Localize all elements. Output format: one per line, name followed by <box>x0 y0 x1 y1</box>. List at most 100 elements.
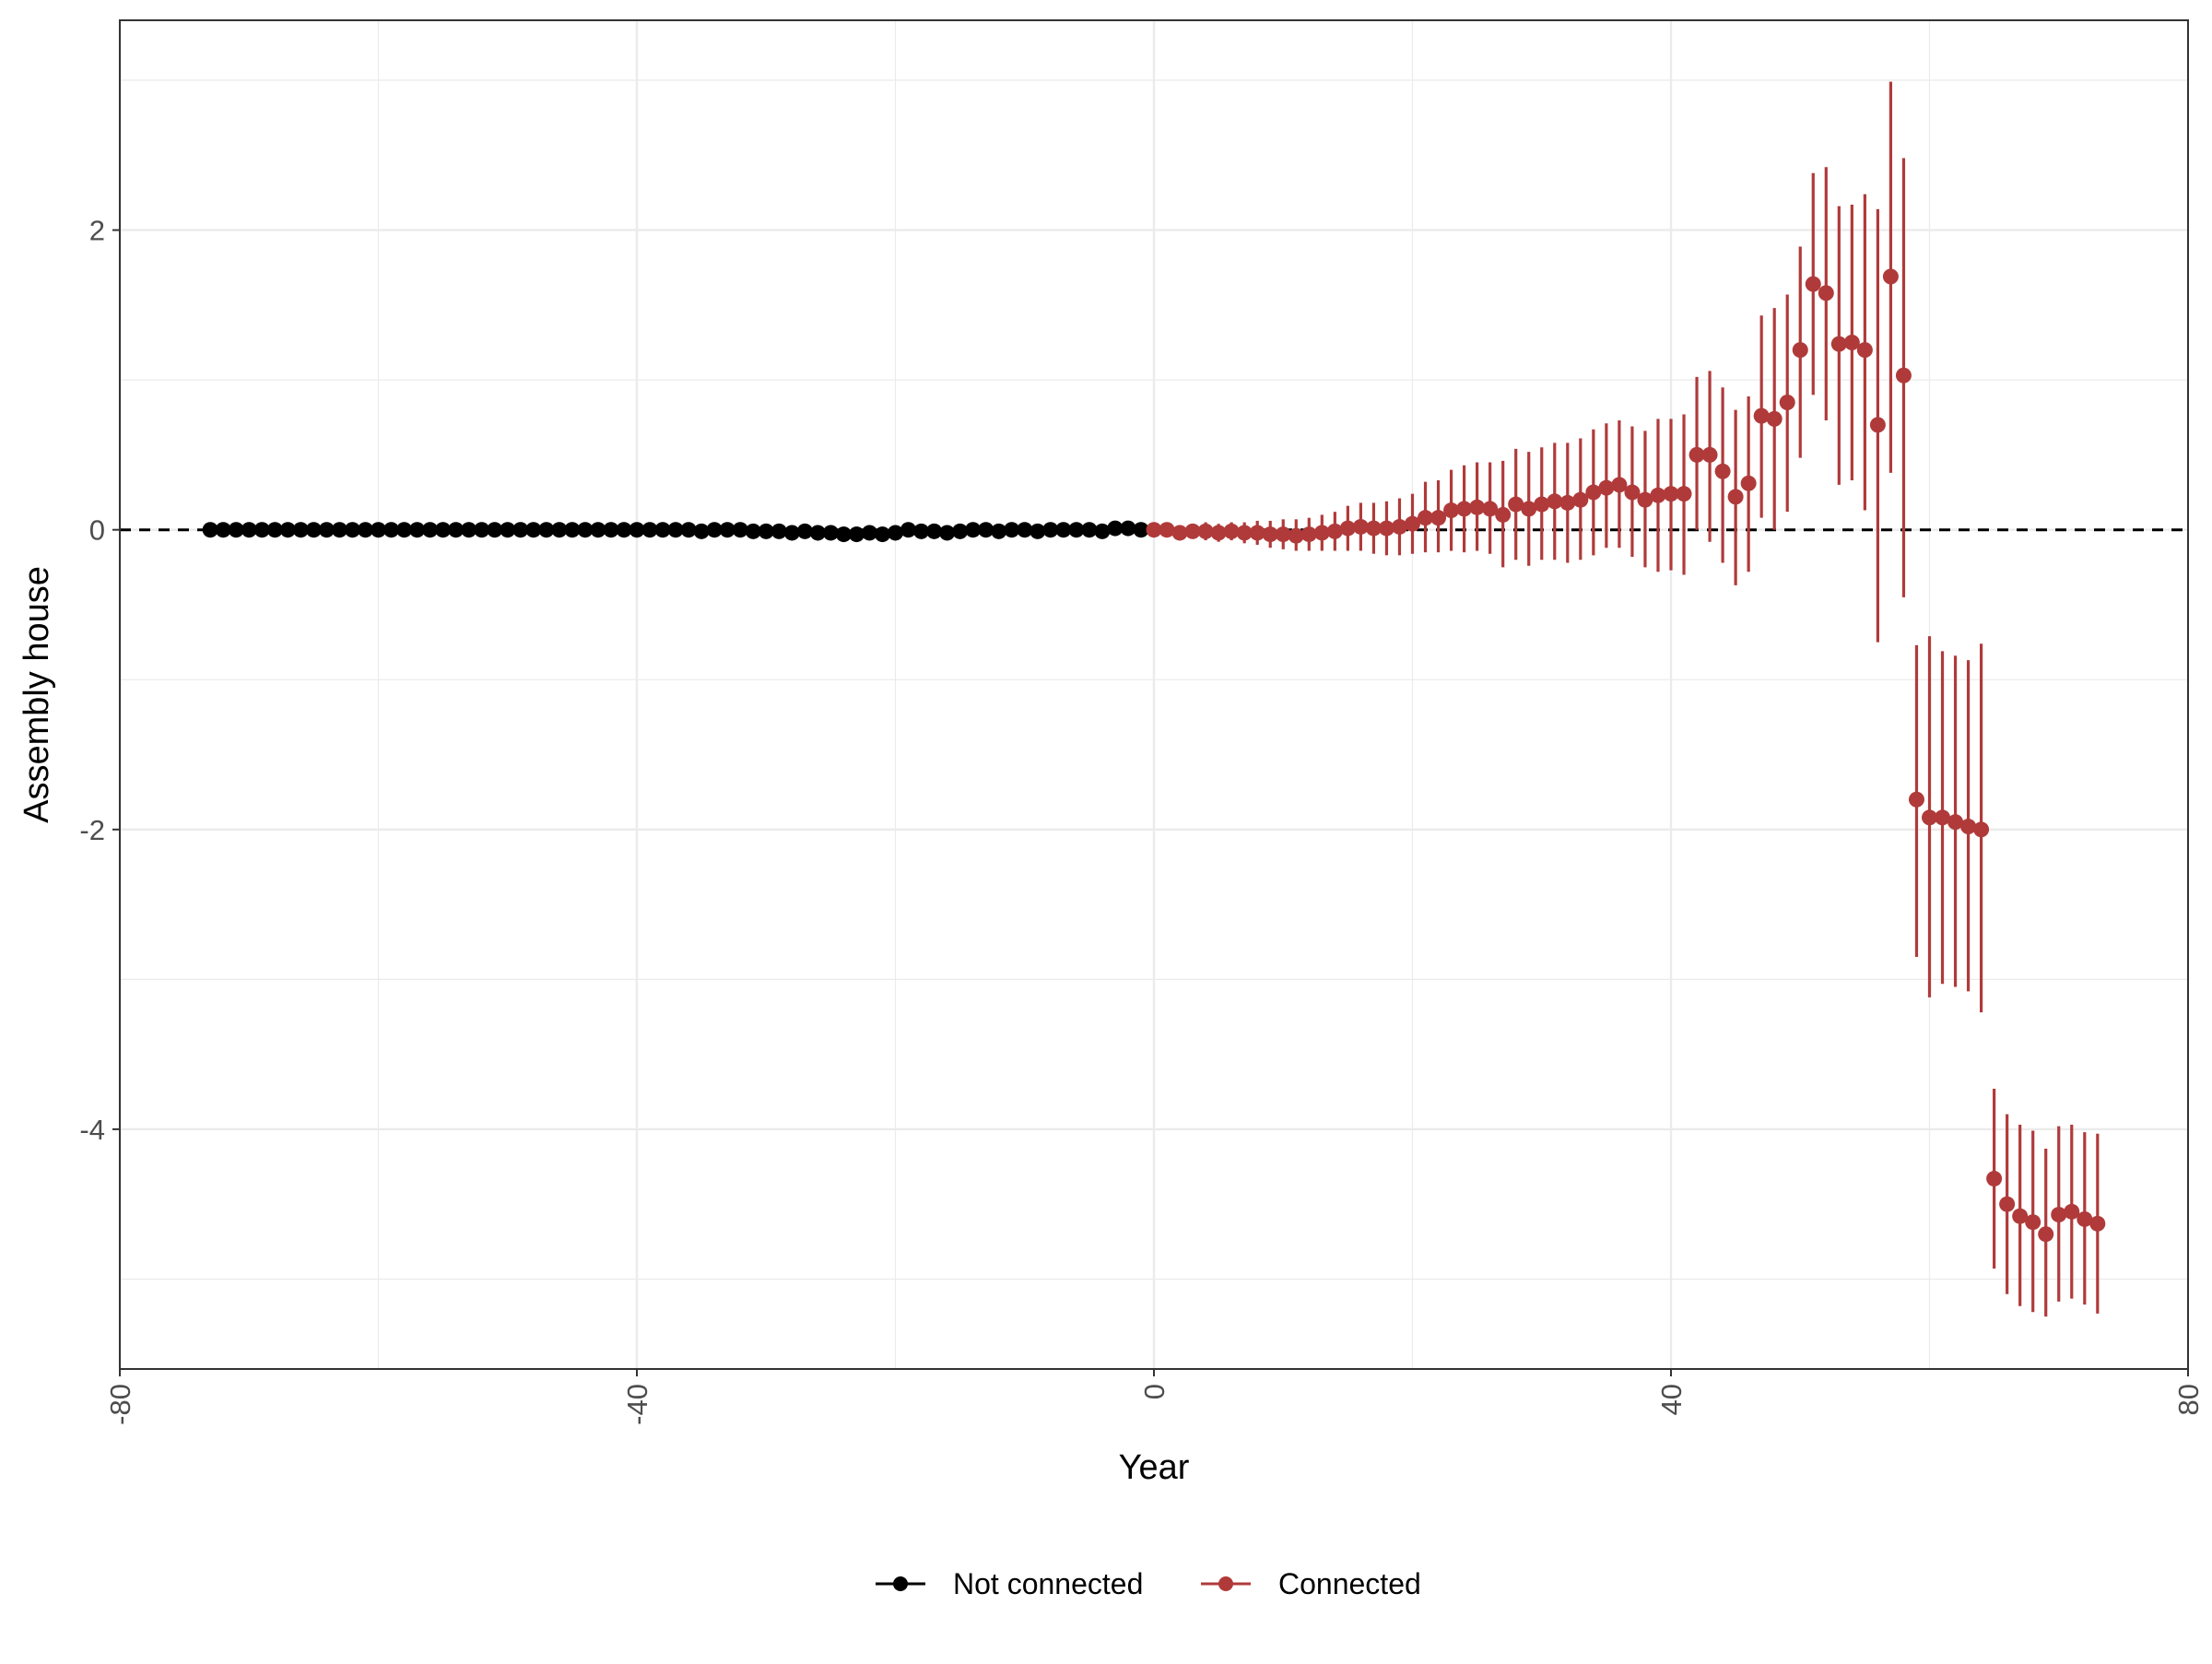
data-point <box>577 522 594 538</box>
x-tick-label: 80 <box>2172 1384 2205 1415</box>
data-point <box>266 522 283 538</box>
data-point <box>344 522 360 538</box>
data-point <box>2064 1203 2080 1220</box>
data-point <box>1456 501 1473 517</box>
x-tick-label: 0 <box>1138 1384 1171 1399</box>
data-point <box>551 522 568 538</box>
data-point <box>1326 523 1343 539</box>
data-point <box>758 523 774 539</box>
data-point <box>1223 523 1240 539</box>
data-point <box>822 525 839 541</box>
x-tick-label: 40 <box>1655 1384 1688 1415</box>
data-point <box>771 523 787 539</box>
data-point <box>1055 522 1072 538</box>
legend-item-connected: Connected <box>1201 1567 1421 1600</box>
data-point <box>603 522 619 538</box>
data-point <box>1922 809 1937 826</box>
x-axis-title: Year <box>1119 1448 1190 1487</box>
data-point <box>1935 809 1951 826</box>
data-point <box>409 522 426 538</box>
data-point <box>1882 268 1899 285</box>
data-point <box>1081 522 1098 538</box>
data-point <box>371 522 386 538</box>
data-point <box>1792 342 1808 359</box>
data-point <box>1598 479 1615 496</box>
legend-item-not-connected: Not connected <box>876 1567 1143 1600</box>
data-point <box>667 522 684 538</box>
data-point <box>474 522 490 538</box>
data-point <box>965 522 982 538</box>
data-point <box>1107 520 1124 537</box>
data-point <box>978 522 994 538</box>
data-point <box>1572 491 1589 508</box>
legend-label-connected: Connected <box>1278 1567 1421 1600</box>
data-point <box>991 523 1007 539</box>
data-point <box>745 523 761 539</box>
data-point <box>680 522 697 538</box>
data-point <box>1288 527 1304 544</box>
data-point <box>279 522 296 538</box>
data-point <box>1805 276 1821 292</box>
data-point <box>1469 499 1486 515</box>
data-point <box>783 525 800 541</box>
legend-key-point <box>893 1576 908 1591</box>
data-point <box>1004 522 1020 538</box>
data-point <box>305 522 322 538</box>
data-point <box>861 525 877 541</box>
data-point <box>641 522 658 538</box>
data-point <box>888 525 903 541</box>
data-point <box>435 522 452 538</box>
data-point <box>1236 525 1253 541</box>
y-tick-label: 0 <box>89 514 105 547</box>
data-point <box>913 523 930 539</box>
data-point <box>732 522 748 538</box>
legend-key-point <box>1218 1576 1233 1591</box>
data-point <box>1701 446 1718 463</box>
data-point <box>900 522 917 538</box>
data-point <box>1534 496 1550 513</box>
data-point <box>1611 477 1628 493</box>
data-point <box>1779 395 1795 411</box>
data-point <box>1688 446 1705 463</box>
data-point <box>1637 491 1653 508</box>
data-point <box>1986 1171 2003 1187</box>
data-point <box>1650 487 1666 503</box>
data-point <box>1559 494 1576 511</box>
data-point <box>939 525 956 541</box>
data-point <box>1663 486 1679 502</box>
data-point <box>1585 484 1602 501</box>
data-point <box>1094 523 1111 539</box>
data-point <box>1133 522 1149 538</box>
data-point <box>2025 1214 2041 1231</box>
data-point <box>1508 496 1524 513</box>
data-point <box>1547 493 1563 510</box>
data-point <box>693 523 710 539</box>
data-point <box>1624 484 1641 501</box>
axis-layer: 2 0 -2 -4 -80 -40 0 40 80 <box>79 215 2205 1425</box>
data-point <box>2012 1208 2029 1224</box>
data-point <box>848 526 865 543</box>
data-point <box>215 522 231 538</box>
data-point <box>1753 407 1770 424</box>
data-point <box>719 522 735 538</box>
data-point <box>331 522 347 538</box>
data-point <box>241 522 257 538</box>
data-point <box>1378 520 1394 537</box>
data-point <box>357 522 373 538</box>
data-point <box>1391 518 1407 535</box>
data-point <box>1443 502 1460 519</box>
data-point <box>1482 501 1499 517</box>
data-point <box>1405 515 1420 532</box>
data-point <box>1339 520 1356 537</box>
y-tick-label: 2 <box>89 215 105 247</box>
data-point <box>1159 522 1175 538</box>
data-point <box>2077 1210 2093 1227</box>
data-point <box>2089 1215 2106 1232</box>
data-point <box>448 522 465 538</box>
data-point <box>292 522 309 538</box>
data-point <box>706 522 723 538</box>
data-point <box>1869 417 1886 433</box>
y-tick-label: -4 <box>79 1114 105 1146</box>
data-point <box>422 522 439 538</box>
